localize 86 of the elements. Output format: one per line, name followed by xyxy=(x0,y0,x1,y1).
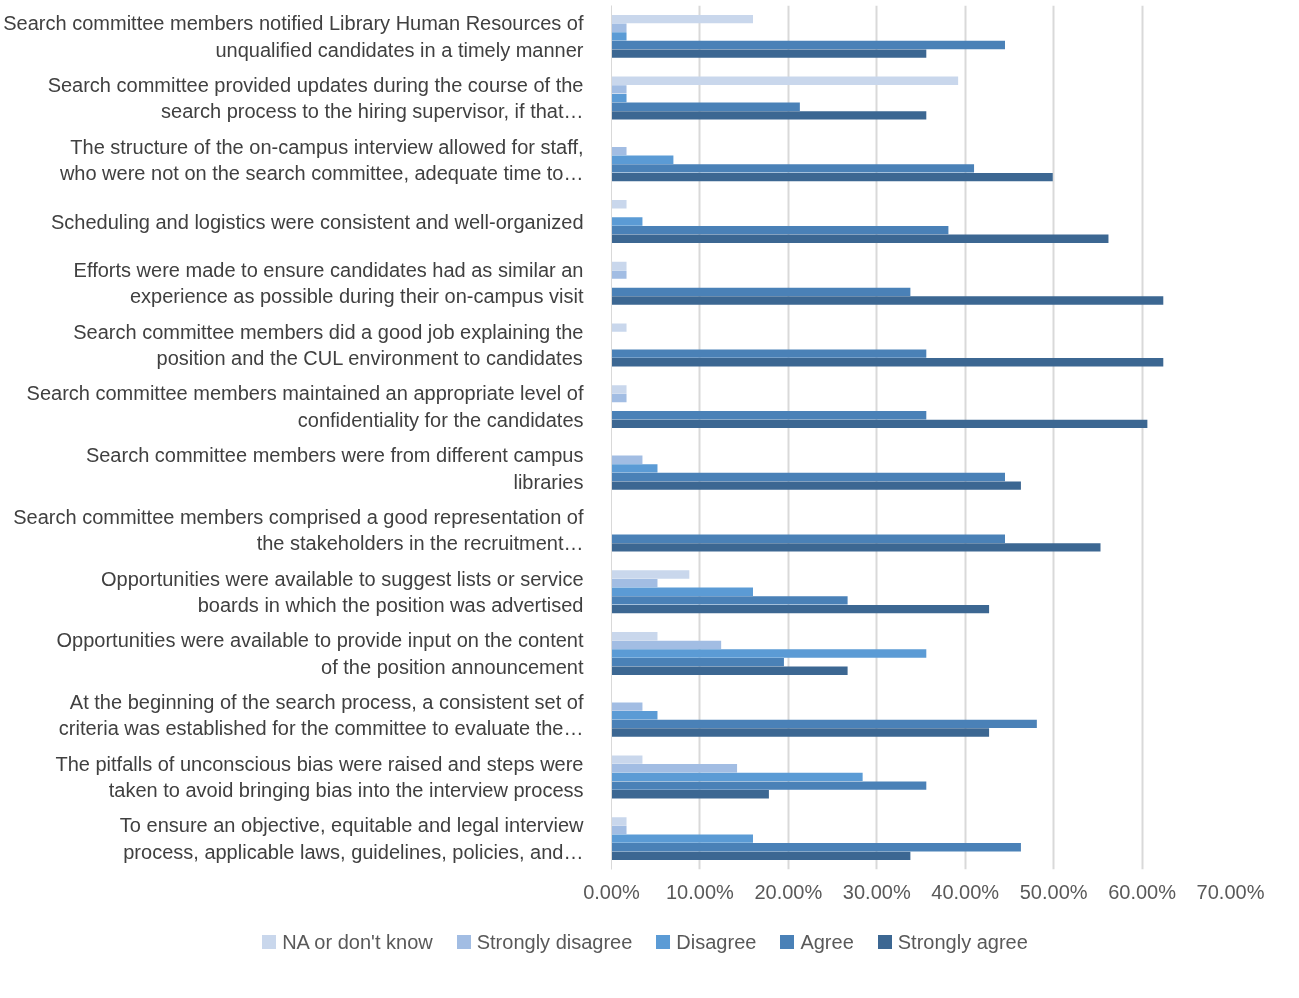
x-tick-label: 10.00% xyxy=(666,880,735,903)
y-tick-label: Scheduling and logistics were consistent and well-organized xyxy=(50,210,584,233)
y-tick-label: Search committee members were from different campus libraries xyxy=(85,444,584,493)
x-tick-label: 50.00% xyxy=(1019,880,1088,903)
bar xyxy=(611,296,1164,305)
bar xyxy=(611,632,658,641)
y-tick-label: Efforts were made to ensure candidates had as similar an experience as possible during their on-campus visit xyxy=(73,259,584,308)
bar xyxy=(611,472,1006,482)
bar xyxy=(611,349,927,358)
bar xyxy=(611,23,627,32)
bar xyxy=(611,261,627,271)
legend-label: Strongly agree xyxy=(897,930,1028,955)
bar xyxy=(611,543,1101,552)
bar xyxy=(611,764,738,773)
y-tick-label: At the beginning of the search process, a consistent set of criteria was established for the committee to evaluate the… xyxy=(58,691,584,740)
bar xyxy=(611,578,658,588)
legend-label: Agree xyxy=(800,930,854,955)
bar xyxy=(611,76,959,85)
bar xyxy=(611,40,1006,50)
bar xyxy=(611,596,848,605)
bar xyxy=(611,234,1109,243)
bar xyxy=(611,755,643,764)
bar xyxy=(611,85,627,94)
bar xyxy=(611,93,627,103)
bar xyxy=(611,666,848,675)
legend-label: Disagree xyxy=(676,930,757,955)
bar xyxy=(611,711,658,720)
bar xyxy=(611,570,690,579)
bar xyxy=(611,385,627,394)
x-tick-label: 40.00% xyxy=(931,880,1000,903)
x-tick-label: 60.00% xyxy=(1108,880,1177,903)
bar xyxy=(611,649,927,658)
bar xyxy=(611,604,990,614)
bar xyxy=(611,270,627,279)
bar xyxy=(611,702,643,711)
y-tick-label: Opportunities were available to suggest lists or service boards in which the position was advertised xyxy=(101,567,584,616)
x-tick-label: 70.00% xyxy=(1196,880,1265,903)
x-tick-label: 20.00% xyxy=(754,880,823,903)
bar xyxy=(611,172,1053,182)
y-tick-label: Search committee provided updates during the course of the search process to the hiring supervisor, if that… xyxy=(47,73,584,123)
bar xyxy=(611,772,863,782)
bar xyxy=(611,323,627,332)
y-tick-label: Search committee members maintained an appropriate level of confidentiality for the candidates xyxy=(26,382,584,431)
bar xyxy=(611,587,753,596)
x-tick-label: 0.00% xyxy=(583,880,641,903)
bar xyxy=(611,49,927,58)
bar xyxy=(611,164,975,173)
y-tick-label: The pitfalls of unconscious bias were raised and steps were taken to avoid bringing bias into the interview process xyxy=(55,752,584,802)
bar xyxy=(611,464,658,473)
bar xyxy=(611,225,949,235)
bar xyxy=(611,411,927,420)
bar xyxy=(611,657,784,667)
y-tick-label: Opportunities were available to provide input on the content of the position announcement xyxy=(56,629,584,678)
bar xyxy=(611,843,1021,852)
bar xyxy=(611,393,627,403)
bar xyxy=(611,200,627,209)
bar xyxy=(611,419,1148,429)
bar xyxy=(611,481,1021,490)
bar xyxy=(611,102,800,111)
bar xyxy=(611,817,627,826)
bar xyxy=(611,728,990,737)
bar xyxy=(611,287,911,297)
y-tick-label: To ensure an objective, equitable and legal interview process, applicable laws, guidelines, policies, and… xyxy=(119,814,585,863)
bar xyxy=(611,217,643,226)
bar xyxy=(611,146,627,156)
bar xyxy=(611,834,753,843)
bar xyxy=(611,111,927,120)
bar xyxy=(611,155,674,164)
bar xyxy=(611,790,769,799)
y-tick-label: Search committee members comprised a good representation of the stakeholders in the recruitment… xyxy=(13,505,584,555)
bar xyxy=(611,534,1006,543)
bar xyxy=(611,781,927,790)
y-tick-label: Search committee members notified Library Human Resources of unqualified candidates in a timely manner xyxy=(3,12,584,61)
bar xyxy=(611,14,753,24)
bar xyxy=(611,719,1037,729)
bar xyxy=(611,851,911,861)
bar xyxy=(611,358,1164,367)
legend-label: Strongly disagree xyxy=(476,930,633,955)
bar xyxy=(611,640,722,650)
x-tick-label: 30.00% xyxy=(842,880,911,903)
y-tick-label: Search committee members did a good job explaining the position and the CUL environment to candidates xyxy=(73,320,584,370)
y-tick-label: The structure of the on-campus interview allowed for staff, who were not on the search committee, adequate time to… xyxy=(58,135,584,184)
bar xyxy=(611,825,627,835)
legend-label: NA or don't know xyxy=(282,930,433,955)
bar xyxy=(611,455,643,464)
bar xyxy=(611,32,627,41)
